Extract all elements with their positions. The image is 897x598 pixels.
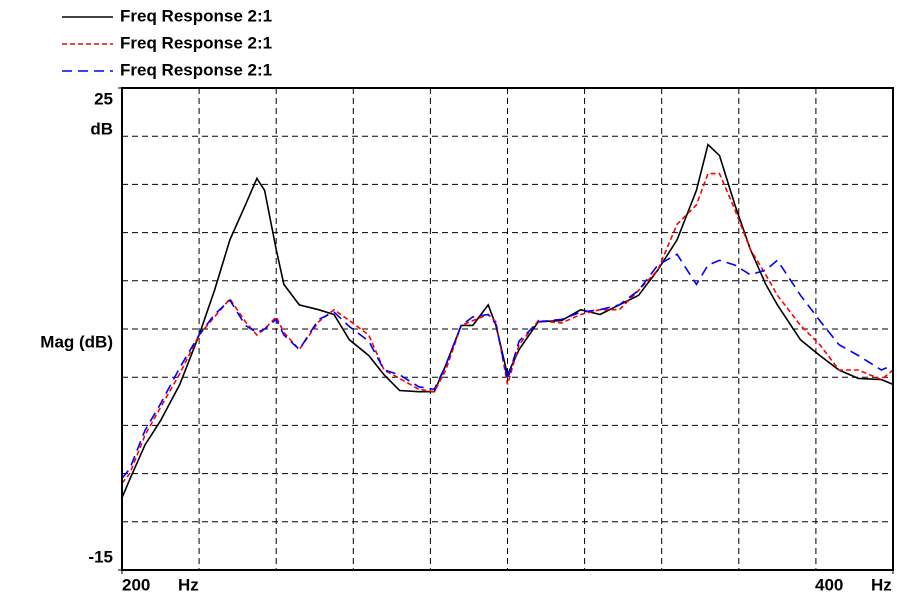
y-axis-label: Mag (dB) — [40, 332, 113, 351]
legend-label: Freq Response 2:1 — [120, 60, 272, 79]
plot-border — [121, 87, 894, 571]
y-tick-label: 25 — [94, 89, 113, 108]
x-unit: Hz — [178, 575, 199, 594]
series-line — [121, 172, 894, 484]
y-unit: dB — [90, 119, 113, 138]
y-tick-label: -15 — [88, 547, 113, 566]
x-unit: Hz — [871, 575, 892, 594]
legend-label: Freq Response 2:1 — [120, 33, 272, 52]
series-line — [121, 253, 894, 479]
x-tick-label: 400 — [815, 575, 843, 594]
x-tick-label: 200 — [122, 575, 150, 594]
legend-label: Freq Response 2:1 — [120, 6, 272, 25]
